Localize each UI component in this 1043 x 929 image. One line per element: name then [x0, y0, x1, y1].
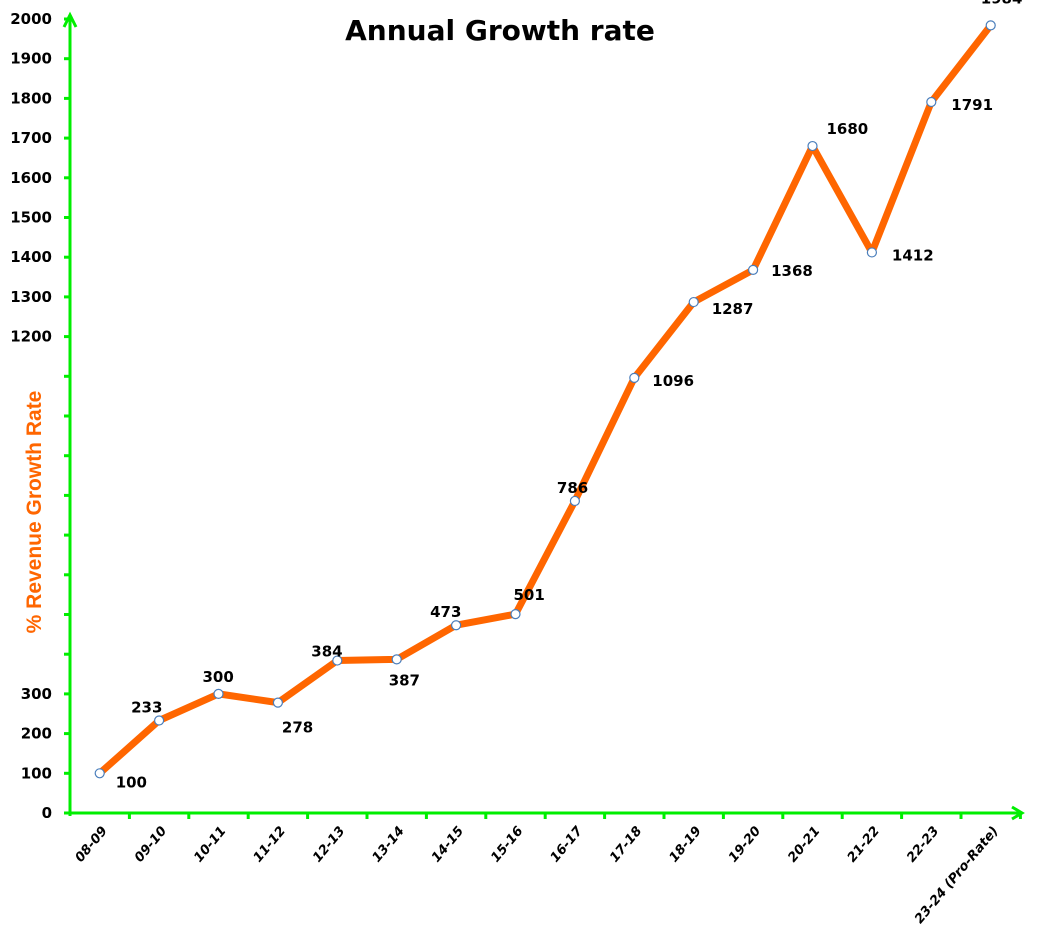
- x-tick-label: 09-10: [132, 824, 170, 865]
- data-label: 1287: [712, 300, 754, 318]
- data-point-marker: [154, 715, 165, 726]
- data-point-marker: [926, 96, 937, 108]
- data-label: 1412: [892, 246, 934, 264]
- x-tick-label: 10-11: [191, 824, 229, 865]
- data-point-marker: [569, 495, 581, 507]
- data-point-marker: [629, 372, 640, 383]
- x-tick-label: 15-16: [488, 824, 526, 865]
- y-tick-label: 1400: [10, 248, 52, 266]
- data-label: 1984: [981, 0, 1023, 7]
- y-axis-arrow-icon: [62, 11, 78, 28]
- y-axis-label: % Revenue Growth Rate: [23, 391, 46, 634]
- data-label: 1680: [827, 120, 869, 138]
- data-label: 473: [430, 603, 461, 621]
- x-tick-label: 13-14: [370, 824, 408, 865]
- y-tick-label: 1200: [10, 328, 52, 346]
- x-tick-label: 18-19: [667, 824, 705, 865]
- y-tick-label: 1700: [10, 129, 52, 147]
- data-point-marker: [94, 768, 105, 779]
- y-tick-label: 100: [21, 764, 52, 782]
- data-label: 100: [116, 773, 147, 791]
- y-tick-label: 1500: [10, 209, 52, 227]
- x-tick-label: 22-23: [904, 824, 942, 865]
- y-tick-label: 0: [42, 804, 52, 822]
- x-tick-label: 19-20: [726, 824, 764, 865]
- y-tick-label: 200: [21, 725, 52, 743]
- x-tick-label: 16-17: [548, 823, 587, 865]
- data-point-marker: [391, 654, 402, 665]
- data-label: 387: [389, 671, 420, 689]
- data-label: 384: [311, 643, 342, 661]
- data-label: 1368: [771, 262, 813, 280]
- x-tick-label: 14-15: [429, 824, 467, 865]
- data-point-marker: [510, 609, 521, 620]
- x-tick-label: 08-09: [73, 824, 111, 865]
- data-label: 233: [131, 698, 162, 716]
- data-point-marker: [332, 655, 343, 666]
- data-point-marker: [866, 247, 878, 258]
- x-tick-label: 12-13: [310, 824, 348, 865]
- chart-title: Annual Growth rate: [345, 14, 655, 47]
- data-point-marker: [807, 140, 818, 152]
- y-tick-label: 300: [21, 685, 52, 703]
- data-label: 501: [514, 586, 545, 604]
- y-tick-label: 1300: [10, 288, 52, 306]
- data-point-marker: [451, 620, 462, 631]
- data-point-marker: [688, 296, 699, 308]
- data-label: 300: [203, 668, 234, 686]
- y-tick-label: 1900: [10, 50, 52, 68]
- data-point-marker: [272, 697, 283, 708]
- data-label: 1791: [951, 96, 993, 114]
- data-point-marker: [213, 688, 224, 700]
- data-label: 786: [557, 479, 588, 497]
- data-point-marker: [747, 264, 759, 276]
- x-axis-arrow-icon: [1011, 805, 1025, 821]
- y-tick-label: 1600: [10, 169, 52, 187]
- x-tick-label: 11-12: [251, 824, 289, 865]
- y-tick-label: 2000: [10, 10, 52, 28]
- data-label: 1096: [652, 372, 694, 390]
- y-tick-label: 1800: [10, 89, 52, 107]
- x-tick-label: 17-18: [607, 824, 645, 865]
- x-tick-label: 21-22: [845, 824, 883, 865]
- data-label: 278: [282, 719, 313, 737]
- x-tick-label: 20-21: [785, 824, 823, 865]
- data-point-marker: [985, 20, 996, 31]
- series-line: [97, 23, 994, 776]
